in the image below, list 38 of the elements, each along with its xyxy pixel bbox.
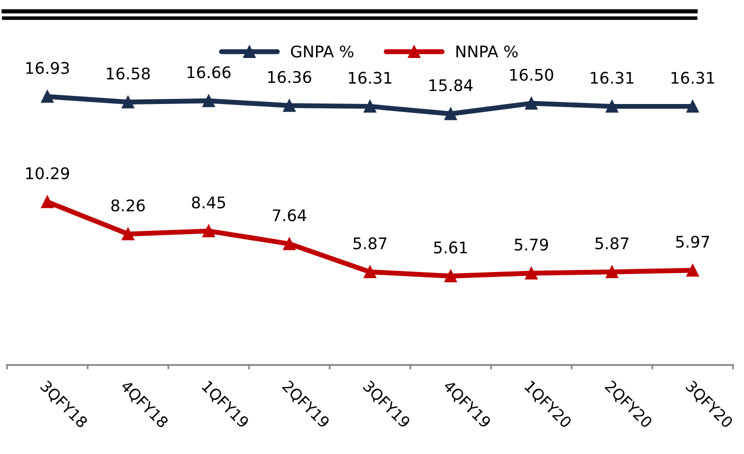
legend-label: GNPA % [291,45,354,58]
point [283,238,296,250]
point [283,99,296,112]
data-label: 16.93 [26,62,69,74]
data-label: 8.45 [192,196,226,208]
point [122,228,134,240]
point [525,97,538,110]
point [202,224,215,238]
data-label: 16.58 [106,67,150,80]
data-label: 16.31 [590,72,634,84]
point [41,90,54,103]
point [686,100,699,113]
point [41,196,54,208]
data-label: 16.31 [348,72,392,84]
point [444,270,457,282]
data-label: 5.61 [434,241,467,254]
data-label: 15.84 [430,79,473,92]
data-label: 10.29 [26,167,70,180]
point [606,100,618,113]
point [364,100,376,113]
data-label: 5.87 [353,237,386,250]
data-label: 5.79 [514,238,548,251]
point [686,264,699,277]
data-label: 16.36 [268,70,312,84]
data-label: 16.66 [188,66,231,78]
data-label: 5.97 [676,236,710,248]
point [606,266,618,278]
point [364,266,376,278]
point [122,96,134,108]
legend-label: NNPA % [456,45,518,58]
data-label: 7.64 [272,209,306,222]
point [202,94,215,108]
data-label: 5.87 [595,237,628,250]
data-label: 16.31 [672,72,714,84]
point [525,266,538,280]
point [444,108,457,120]
data-label: 8.26 [111,199,145,212]
data-label: 16.50 [510,68,554,81]
